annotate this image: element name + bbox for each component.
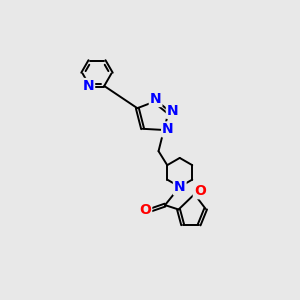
- Text: N: N: [150, 92, 161, 106]
- Text: O: O: [140, 203, 151, 218]
- Text: N: N: [167, 104, 178, 118]
- Text: N: N: [174, 180, 186, 194]
- Text: N: N: [82, 79, 94, 93]
- Text: O: O: [194, 184, 206, 198]
- Text: N: N: [162, 122, 174, 136]
